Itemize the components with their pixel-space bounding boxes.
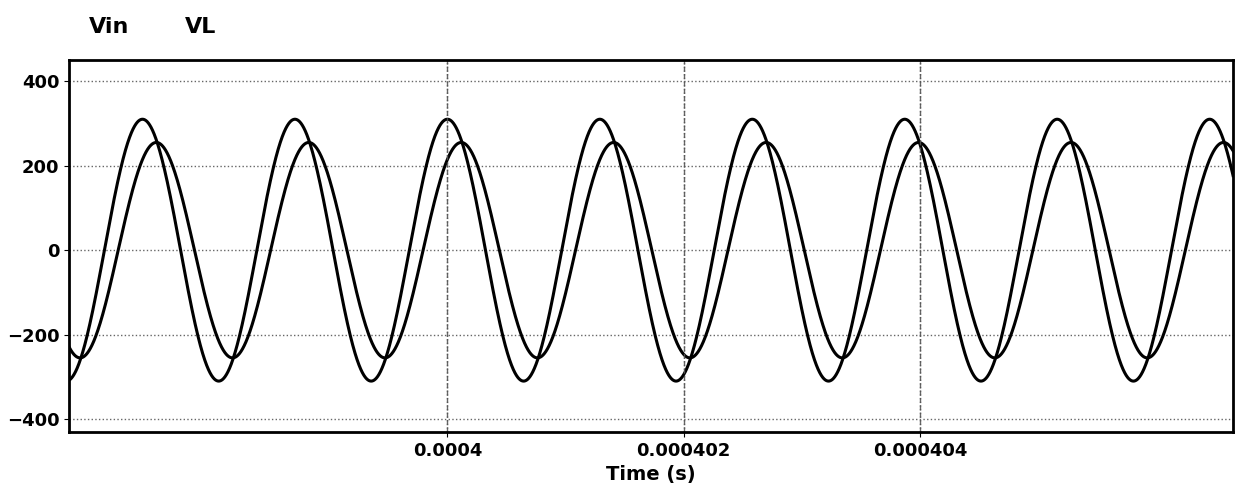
- VL: [141, 145, 156, 151]
- VL: [507, 312, 522, 318]
- Vin: [516, 378, 531, 384]
- VL: [73, 355, 88, 361]
- Vin: [62, 377, 77, 383]
- VL: [62, 344, 77, 350]
- Vin: [507, 370, 522, 376]
- Line: Vin: Vin: [69, 119, 1233, 381]
- Line: VL: VL: [69, 142, 1233, 358]
- Vin: [693, 316, 708, 322]
- VL: [925, 158, 940, 164]
- Vin: [763, 150, 777, 156]
- VL: [693, 344, 708, 350]
- X-axis label: Time (s): Time (s): [606, 465, 696, 484]
- Vin: [1050, 116, 1065, 122]
- VL: [1216, 139, 1231, 145]
- Vin: [141, 120, 156, 126]
- Vin: [342, 328, 357, 334]
- Legend: Vin, VL: Vin, VL: [81, 8, 226, 46]
- VL: [1225, 148, 1240, 154]
- Vin: [1225, 173, 1240, 179]
- VL: [763, 141, 777, 147]
- Vin: [925, 195, 940, 201]
- VL: [342, 258, 357, 264]
